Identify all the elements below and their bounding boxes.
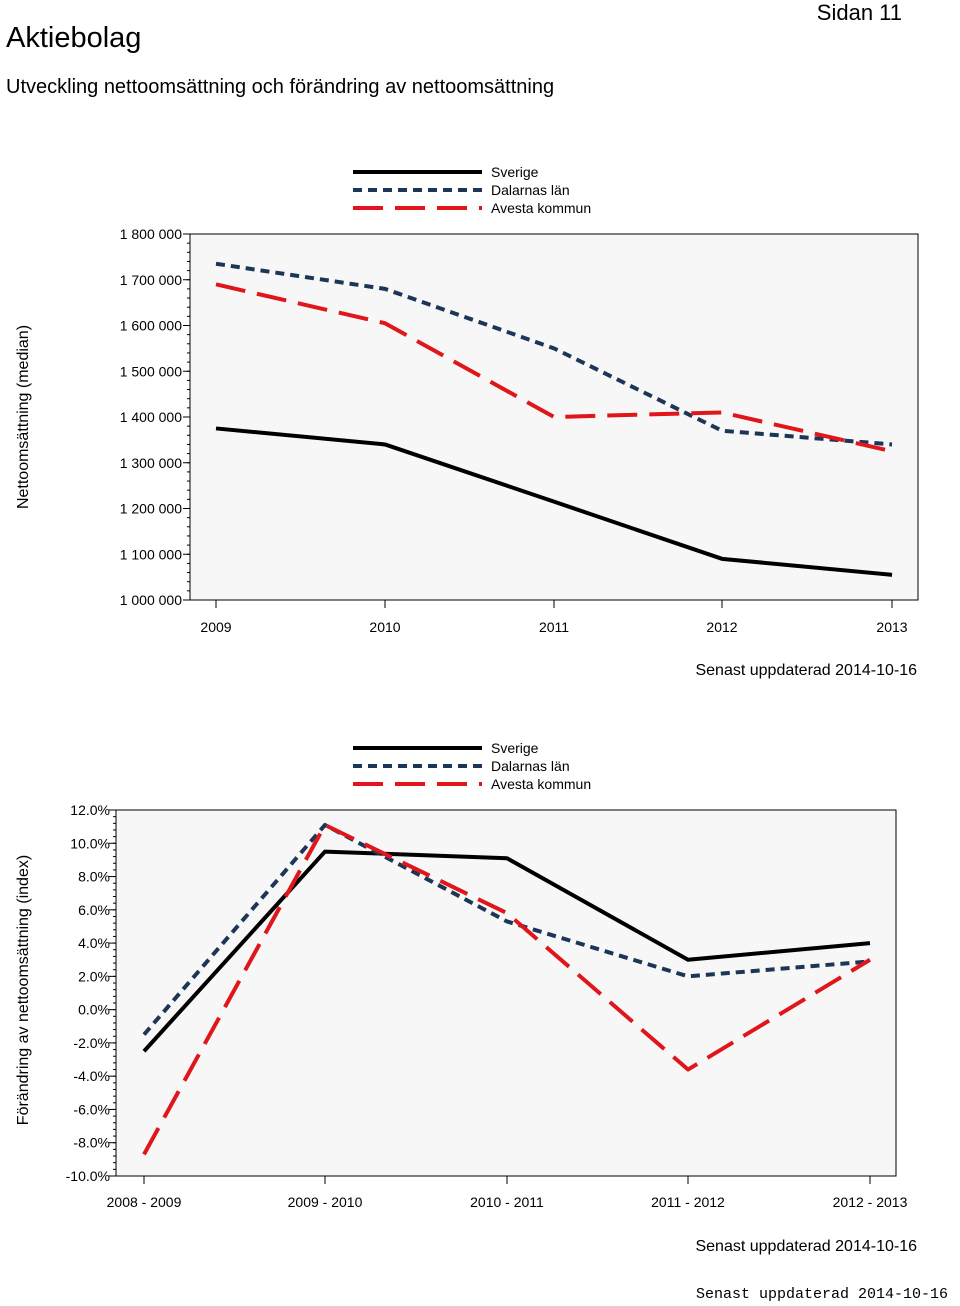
chart2-y-tick-label: 12.0% bbox=[70, 802, 110, 818]
chart1-y-tick-label: 1 000 000 bbox=[120, 592, 182, 608]
chart2-legend-label: Avesta kommun bbox=[491, 776, 591, 792]
chart2-y-tick-label: 8.0% bbox=[78, 869, 110, 885]
chart1-series-line-dalarnas-l-n bbox=[215, 261, 893, 447]
chart1-y-tick-label: 1 300 000 bbox=[120, 455, 182, 471]
chart1-y-tick-label: 1 700 000 bbox=[120, 272, 182, 288]
chart2-x-tick-label: 2008 - 2009 bbox=[107, 1194, 182, 1210]
chart2-updated-note: Senast uppdaterad 2014-10-16 bbox=[695, 1238, 917, 1255]
page-updated-note: Senast uppdaterad 2014-10-16 bbox=[695, 1286, 948, 1303]
chart1-series-line-sverige bbox=[215, 426, 893, 577]
chart2-legend-label: Sverige bbox=[491, 740, 539, 756]
chart1-y-tick-label: 1 600 000 bbox=[120, 318, 182, 334]
chart1-y-tick-label: 1 800 000 bbox=[120, 226, 182, 242]
chart1-legend-label: Sverige bbox=[491, 164, 539, 180]
chart2-x-tick-label: 2011 - 2012 bbox=[651, 1194, 725, 1210]
chart1-legend-label: Avesta kommun bbox=[491, 200, 591, 216]
chart2-y-tick-label: -10.0% bbox=[66, 1168, 110, 1184]
chart2-y-axis-title: Förändring av nettoomsättning (index) bbox=[15, 855, 32, 1125]
chart1-x-tick-label: 2009 bbox=[200, 619, 231, 635]
chart1-y-tick-label: 1 200 000 bbox=[120, 501, 182, 517]
chart1-y-axis-title: Nettoomsättning (median) bbox=[15, 325, 32, 509]
chart2-plot-area bbox=[115, 809, 897, 1177]
chart1-x-tick-label: 2012 bbox=[706, 619, 737, 635]
chart1-y-tick-label: 1 100 000 bbox=[120, 546, 182, 562]
chart2-y-tick-label: -6.0% bbox=[73, 1101, 110, 1117]
chart1-series-line-avesta-kommun bbox=[215, 282, 893, 454]
chart2-series-line-sverige bbox=[142, 849, 871, 1053]
chart2-y-tick-label: -2.0% bbox=[73, 1035, 110, 1051]
chart1-x-tick-label: 2013 bbox=[876, 619, 907, 635]
chart2-y-tick-label: 4.0% bbox=[78, 935, 110, 951]
page-title: Aktiebolag bbox=[6, 22, 142, 54]
chart2-y-tick-label: 0.0% bbox=[78, 1002, 110, 1018]
chart2-series-line-avesta-kommun bbox=[142, 822, 872, 1156]
chart1-legend-label: Dalarnas län bbox=[491, 182, 570, 198]
chart1-y-tick-label: 1 500 000 bbox=[120, 363, 182, 379]
chart2-x-tick-label: 2010 - 2011 bbox=[470, 1194, 544, 1210]
page-number: Sidan 11 bbox=[816, 0, 902, 25]
chart2-y-tick-label: 6.0% bbox=[78, 902, 110, 918]
chart1-updated-note: Senast uppdaterad 2014-10-16 bbox=[695, 662, 917, 679]
chart2-x-tick-label: 2012 - 2013 bbox=[833, 1194, 908, 1210]
chart1-x-tick-label: 2011 bbox=[539, 619, 569, 635]
chart2-y-tick-label: 2.0% bbox=[78, 968, 110, 984]
chart2-y-tick-label: -4.0% bbox=[73, 1068, 110, 1084]
chart2-series-line-dalarnas-l-n bbox=[142, 822, 871, 1036]
chart1-y-tick-label: 1 400 000 bbox=[120, 409, 182, 425]
chart2-y-tick-label: -8.0% bbox=[73, 1135, 110, 1151]
chart2-y-tick-label: 10.0% bbox=[70, 835, 110, 851]
chart1-plot-area bbox=[189, 233, 919, 601]
page-subtitle: Utveckling nettoomsättning och förändrin… bbox=[6, 76, 555, 98]
chart2-legend-label: Dalarnas län bbox=[491, 758, 570, 774]
chart1-x-tick-label: 2010 bbox=[369, 619, 400, 635]
chart2-x-tick-label: 2009 - 2010 bbox=[288, 1194, 363, 1210]
